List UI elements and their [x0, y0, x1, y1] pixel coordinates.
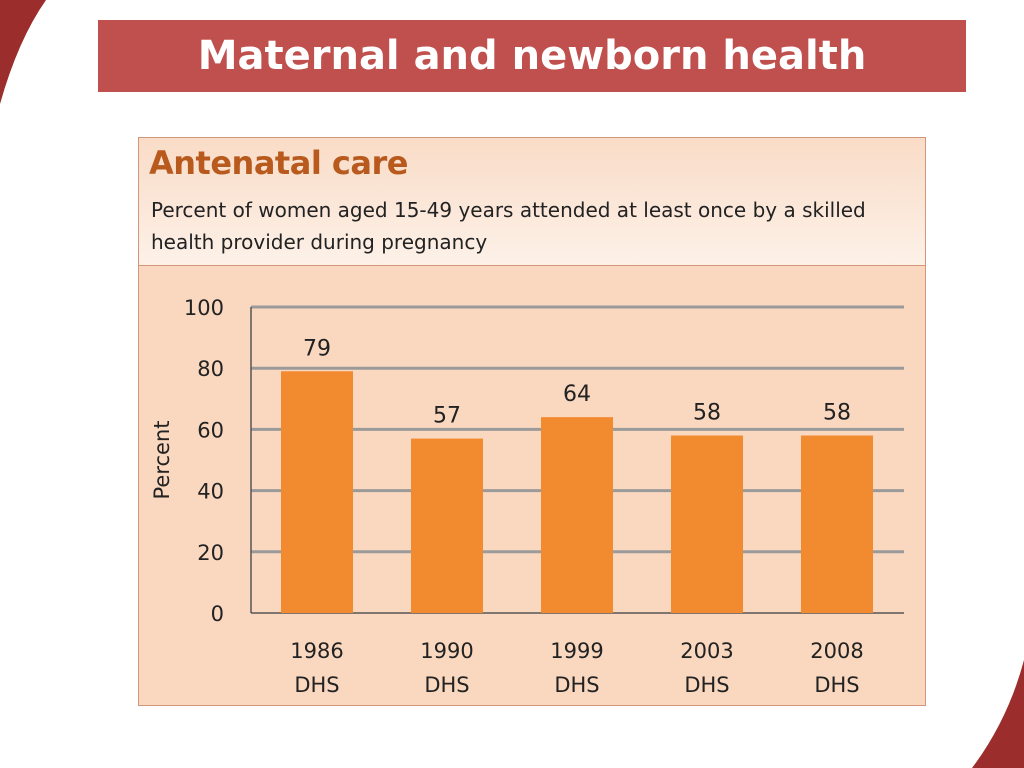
y-tick-label: 100 — [184, 296, 224, 320]
chart-header: Antenatal care Percent of women aged 15-… — [139, 138, 925, 266]
x-tick-label: DHS — [684, 673, 729, 697]
y-tick-label: 40 — [197, 480, 224, 504]
x-tick-label: 2003 — [680, 639, 733, 663]
x-tick-label: DHS — [814, 673, 859, 697]
chart-title: Antenatal care — [149, 144, 408, 182]
bar — [281, 371, 353, 613]
slide-title: Maternal and newborn health — [197, 33, 867, 79]
y-axis-label: Percent — [150, 420, 174, 499]
x-tick-label: DHS — [554, 673, 599, 697]
chart-panel: Antenatal care Percent of women aged 15-… — [138, 137, 926, 706]
bar — [541, 417, 613, 613]
bar — [801, 435, 873, 613]
bar — [671, 435, 743, 613]
bar — [411, 438, 483, 613]
x-tick-label: DHS — [424, 673, 469, 697]
x-tick-label: 1986 — [290, 639, 343, 663]
x-tick-label: 1990 — [420, 639, 473, 663]
y-tick-label: 80 — [197, 357, 224, 381]
y-tick-label: 0 — [211, 602, 224, 626]
x-tick-label: 1999 — [550, 639, 603, 663]
top-left-curve — [0, 0, 46, 104]
data-label: 58 — [693, 401, 721, 426]
chart-subtitle: Percent of women aged 15-49 years attend… — [151, 198, 866, 254]
bottom-right-curve — [972, 660, 1024, 768]
x-tick-label: 2008 — [810, 639, 863, 663]
slide-title-bar: Maternal and newborn health — [98, 20, 966, 92]
y-tick-label: 60 — [197, 418, 224, 442]
data-label: 79 — [303, 336, 331, 361]
data-label: 64 — [563, 382, 591, 407]
x-tick-label: DHS — [294, 673, 339, 697]
data-label: 58 — [823, 401, 851, 426]
y-tick-label: 20 — [197, 541, 224, 565]
data-label: 57 — [433, 404, 461, 429]
